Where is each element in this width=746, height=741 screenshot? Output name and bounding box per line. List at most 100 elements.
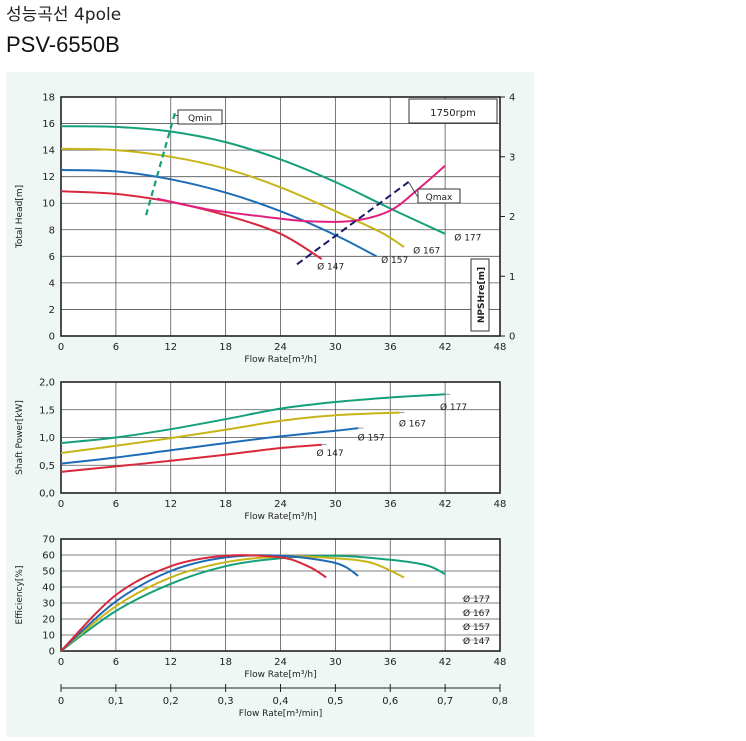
power-series-line [60, 427, 359, 465]
head-x-tick-label: 0 [58, 342, 64, 353]
head-curve-label: Ø 147 [317, 262, 344, 273]
efficiency-x-tick-label: 6 [113, 657, 119, 668]
efficiency-series-line [60, 554, 359, 652]
head-x-axis-title: Flow Rate[m³/h] [244, 355, 316, 365]
head-y2-tick-label: 1 [509, 272, 515, 283]
head-y-tick-label: 10 [42, 199, 55, 210]
head-curve-label: Ø 157 [381, 255, 408, 266]
head-x-tick-label: 48 [494, 342, 507, 353]
efficiency-series-line [60, 554, 327, 652]
power-series-line [60, 411, 400, 454]
qmax-label-box [417, 188, 461, 204]
power-y-tick-label: 0,0 [39, 489, 55, 500]
power-y-tick-label: 1,5 [39, 405, 55, 416]
power-y-axis-title: Shaft Power[kW] [15, 400, 25, 475]
head-x-tick-label: 12 [164, 342, 177, 353]
head-y-tick-label: 8 [49, 225, 55, 236]
efficiency-x-tick-label: 30 [329, 657, 342, 668]
head-curve-label: Ø 177 [454, 232, 481, 243]
efficiency-x-tick-label: 36 [384, 657, 397, 668]
efficiency-legend-label: Ø 167 [463, 608, 490, 619]
head-x-tick-label: 18 [219, 342, 232, 353]
efficiency-y-tick-label: 0 [49, 647, 55, 658]
efficiency-x-axis-title: Flow Rate[m³/h] [244, 670, 316, 680]
power-x-axis-title: Flow Rate[m³/h] [244, 512, 316, 522]
power-y-tick-label: 1,0 [39, 433, 55, 444]
efficiency-y-tick-label: 10 [42, 631, 55, 642]
power-x-tick-label: 42 [439, 499, 452, 510]
head-y-tick-label: 18 [42, 93, 55, 104]
qmin-label-box [177, 109, 223, 125]
flow-min-tick-label: 0,3 [218, 696, 234, 707]
efficiency-y-axis-title: Efficiency[%] [15, 566, 25, 625]
efficiency-series-line [60, 555, 405, 652]
power-curve-label: Ø 147 [317, 448, 344, 459]
head-series-line [60, 125, 446, 235]
head-y-tick-label: 12 [42, 172, 55, 183]
qmax-label: Qmax [426, 193, 453, 203]
flow-min-tick-label: 0,8 [492, 696, 508, 707]
efficiency-y-tick-label: 30 [42, 599, 55, 610]
flow-min-tick-label: 0,5 [327, 696, 343, 707]
efficiency-x-tick-label: 48 [494, 657, 507, 668]
power-series-line [60, 443, 322, 473]
efficiency-frame [60, 538, 501, 652]
qmin-label: Qmin [188, 114, 212, 124]
power-x-tick-label: 36 [384, 499, 397, 510]
speed-label-box [408, 98, 498, 124]
flow-min-tick-label: 0,4 [273, 696, 289, 707]
efficiency-y-tick-label: 40 [42, 583, 55, 594]
head-x-tick-label: 6 [113, 342, 119, 353]
power-x-tick-label: 0 [58, 499, 64, 510]
head-y2-axis-title: NPSHre[m] [477, 267, 487, 323]
head-y-axis-title: Total Head[m] [15, 185, 25, 249]
flow-min-tick-label: 0,2 [163, 696, 179, 707]
qmin-line [144, 111, 177, 216]
head-x-tick-label: 42 [439, 342, 452, 353]
power-x-tick-label: 6 [113, 499, 119, 510]
head-x-tick-label: 36 [384, 342, 397, 353]
efficiency-y-tick-label: 50 [42, 567, 55, 578]
flow-min-tick-label: 0,6 [382, 696, 398, 707]
efficiency-legend-label: Ø 157 [463, 622, 490, 633]
power-x-tick-label: 30 [329, 499, 342, 510]
head-y-tick-label: 4 [49, 278, 55, 289]
head-x-tick-label: 30 [329, 342, 342, 353]
efficiency-legend-label: Ø 147 [463, 636, 490, 647]
power-curve-label: Ø 157 [358, 432, 385, 443]
head-y-tick-label: 14 [42, 146, 55, 157]
power-y-tick-label: 0,5 [39, 461, 55, 472]
flow-min-axis-title: Flow Rate[m³/min] [239, 709, 322, 719]
power-frame [60, 381, 501, 494]
flow-min-tick-label: 0,7 [437, 696, 453, 707]
head-y2-tick-label: 4 [509, 93, 515, 104]
power-curve-label: Ø 167 [399, 418, 426, 429]
efficiency-y-tick-label: 20 [42, 615, 55, 626]
speed-label: 1750rpm [430, 108, 476, 119]
head-curve-label: Ø 167 [413, 246, 440, 257]
efficiency-x-tick-label: 18 [219, 657, 232, 668]
flow-min-tick-label: 0 [58, 696, 64, 707]
head-y2-tick-label: 2 [509, 212, 515, 223]
power-series-line [60, 393, 446, 445]
efficiency-x-tick-label: 42 [439, 657, 452, 668]
head-y2-tick-label: 0 [509, 332, 515, 343]
head-y-tick-label: 6 [49, 252, 55, 263]
head-y-tick-label: 16 [42, 119, 55, 130]
power-curve-label: Ø 177 [440, 402, 467, 413]
power-x-tick-label: 18 [219, 499, 232, 510]
head-y-tick-label: 0 [49, 332, 55, 343]
head-series-line [60, 147, 405, 248]
power-x-tick-label: 48 [494, 499, 507, 510]
power-x-tick-label: 12 [164, 499, 177, 510]
efficiency-x-tick-label: 0 [58, 657, 64, 668]
head-x-tick-label: 24 [274, 342, 287, 353]
flow-min-tick-label: 0,1 [108, 696, 124, 707]
efficiency-x-tick-label: 12 [164, 657, 177, 668]
npshre-curve [156, 164, 446, 223]
efficiency-x-tick-label: 24 [274, 657, 287, 668]
efficiency-y-tick-label: 60 [42, 551, 55, 562]
head-y-tick-label: 2 [49, 305, 55, 316]
head-y2-tick-label: 3 [509, 152, 515, 163]
